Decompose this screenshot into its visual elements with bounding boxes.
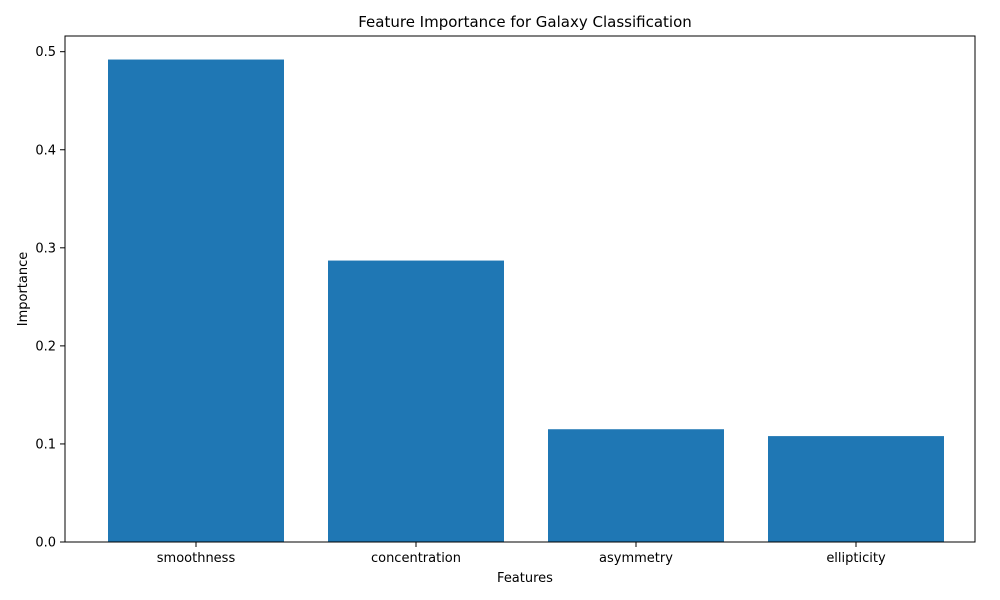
bar-concentration xyxy=(328,260,504,542)
bar-asymmetry xyxy=(548,429,724,542)
y-tick-label: 0.3 xyxy=(35,241,56,256)
x-axis-label: Features xyxy=(497,571,553,586)
bar-ellipticity xyxy=(768,436,944,542)
y-tick-label: 0.0 xyxy=(35,536,56,551)
x-tick-label: ellipticity xyxy=(826,551,886,566)
y-axis-label: Importance xyxy=(16,252,31,327)
y-axis: 0.0 0.1 0.2 0.3 0.4 0.5 xyxy=(35,45,65,551)
x-axis: smoothness concentration asymmetry elliptic… xyxy=(157,542,886,566)
x-tick-label: concentration xyxy=(371,551,461,566)
y-tick-label: 0.2 xyxy=(35,339,56,354)
plot-frame xyxy=(64,35,976,543)
bar-smoothness xyxy=(108,59,284,543)
y-tick-label: 0.5 xyxy=(35,45,56,60)
bars-group xyxy=(108,59,944,543)
y-tick-label: 0.4 xyxy=(35,143,56,158)
y-tick-label: 0.1 xyxy=(35,437,56,452)
x-tick-label: smoothness xyxy=(157,551,236,566)
chart-title: Feature Importance for Galaxy Classifica… xyxy=(358,13,692,31)
x-tick-label: asymmetry xyxy=(599,551,673,566)
